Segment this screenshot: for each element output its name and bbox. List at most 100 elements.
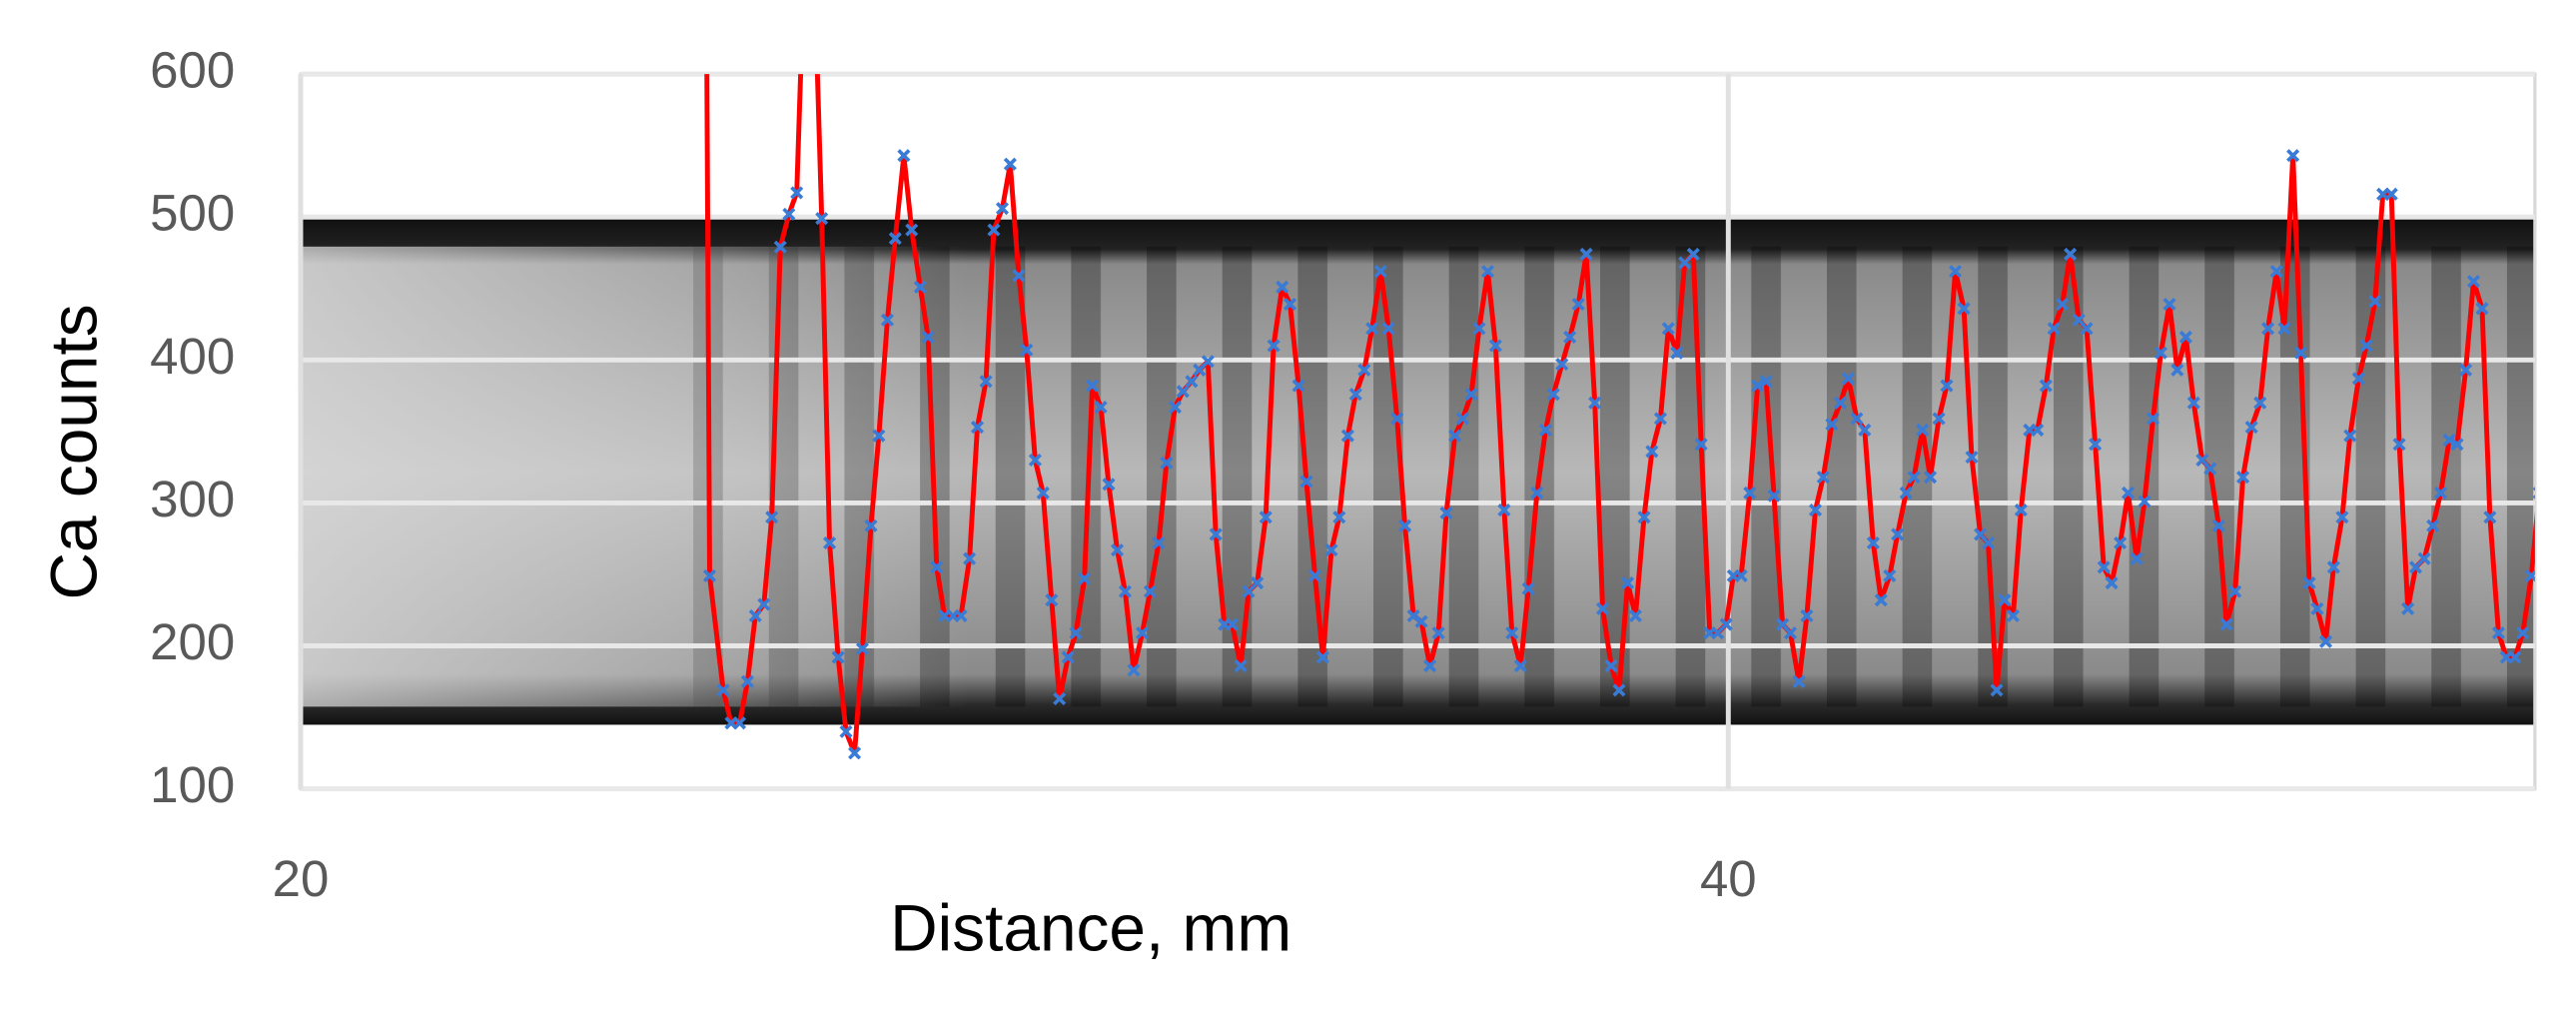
- data-point: [2006, 608, 2021, 623]
- data-point: [1118, 584, 1132, 598]
- data-point: [1767, 489, 1781, 503]
- data-point: [2014, 504, 2028, 517]
- data-point: [2302, 576, 2316, 590]
- data-point: [2056, 297, 2070, 312]
- data-point: [831, 650, 845, 664]
- data-point: [823, 535, 837, 550]
- data-point: [1981, 535, 1995, 550]
- data-point: [1414, 614, 1428, 628]
- data-point: [2466, 275, 2480, 289]
- data-point: [2286, 149, 2300, 163]
- data-point: [954, 608, 968, 623]
- data-point: [2228, 584, 2242, 598]
- data-point: [2426, 518, 2440, 532]
- data-point: [1291, 379, 1305, 393]
- data-point: [1283, 297, 1297, 312]
- plot-area: [702, 74, 2535, 760]
- data-point: [2491, 626, 2505, 640]
- data-point: [1792, 674, 1806, 688]
- data-point: [930, 560, 944, 574]
- data-point: [905, 223, 919, 237]
- data-point: [732, 716, 747, 730]
- data-point: [1841, 372, 1855, 386]
- data-point: [1373, 265, 1387, 279]
- data-point: [702, 568, 717, 582]
- data-point: [1621, 576, 1635, 590]
- data-point: [2153, 346, 2167, 360]
- data-point: [1521, 581, 1535, 595]
- data-point: [1448, 429, 1462, 443]
- data-point: [1686, 247, 1700, 261]
- data-point: [1185, 375, 1199, 389]
- data-point: [1751, 379, 1765, 393]
- data-point: [2401, 601, 2415, 615]
- data-point: [1201, 355, 1215, 369]
- data-point: [1874, 593, 1888, 607]
- data-point: [1152, 535, 1166, 550]
- data-point: [1136, 626, 1150, 640]
- data-point: [1357, 363, 1371, 377]
- data-point: [2031, 423, 2045, 437]
- data-point: [1381, 322, 1395, 336]
- data-point: [2121, 486, 2136, 500]
- data-point: [1061, 650, 1075, 664]
- data-point: [1604, 659, 1618, 673]
- data-point: [1472, 322, 1486, 336]
- data-point: [748, 608, 762, 623]
- grid: [298, 71, 2535, 792]
- data-point: [1588, 396, 1602, 410]
- data-point: [1251, 576, 1265, 590]
- y-axis-title: Ca counts: [36, 304, 110, 599]
- data-point: [2326, 560, 2340, 574]
- data-point: [1645, 445, 1659, 459]
- data-point: [1020, 343, 1034, 357]
- data-point: [1571, 297, 1585, 312]
- data-point: [1226, 617, 1240, 631]
- data-point: [1276, 280, 1289, 294]
- data-point: [1694, 438, 1708, 452]
- data-point: [2450, 438, 2464, 452]
- data-point: [2508, 650, 2522, 664]
- data-point: [1530, 486, 1544, 500]
- data-point: [2293, 346, 2308, 360]
- data-point: [1833, 396, 1848, 410]
- data-point: [1891, 527, 1905, 541]
- data-line: [704, 74, 2535, 756]
- data-point: [1924, 471, 1938, 485]
- data-point: [1816, 471, 1830, 485]
- data-point: [2318, 634, 2333, 648]
- data-point: [1439, 506, 1453, 519]
- data-point: [1028, 453, 1042, 468]
- data-point: [2186, 396, 2200, 410]
- data-point: [995, 202, 1010, 216]
- data-point: [2384, 187, 2398, 201]
- data-point: [880, 313, 894, 327]
- x-tick-label: 40: [1700, 850, 1757, 907]
- data-point: [2524, 568, 2535, 582]
- data-point: [864, 518, 878, 532]
- data-point: [2310, 601, 2324, 615]
- data-point: [1907, 471, 1921, 485]
- data-point: [1932, 412, 1946, 426]
- data-point: [1719, 617, 1733, 631]
- data-point: [2253, 396, 2267, 410]
- data-point: [2089, 438, 2103, 452]
- data-point: [1916, 423, 1930, 437]
- data-point: [1670, 346, 1684, 360]
- data-point: [987, 223, 1001, 237]
- data-point: [1348, 388, 1362, 402]
- data-point: [757, 597, 771, 611]
- data-point: [1866, 535, 1880, 550]
- data-point: [2516, 626, 2530, 640]
- data-point: [2351, 372, 2365, 386]
- data-point: [2130, 551, 2144, 565]
- data-point: [782, 207, 796, 221]
- data-point: [1783, 626, 1798, 640]
- data-point: [1267, 339, 1281, 353]
- data-point: [1324, 543, 1338, 557]
- data-point: [1143, 584, 1157, 598]
- data-point: [2219, 617, 2233, 631]
- data-point: [2105, 576, 2119, 590]
